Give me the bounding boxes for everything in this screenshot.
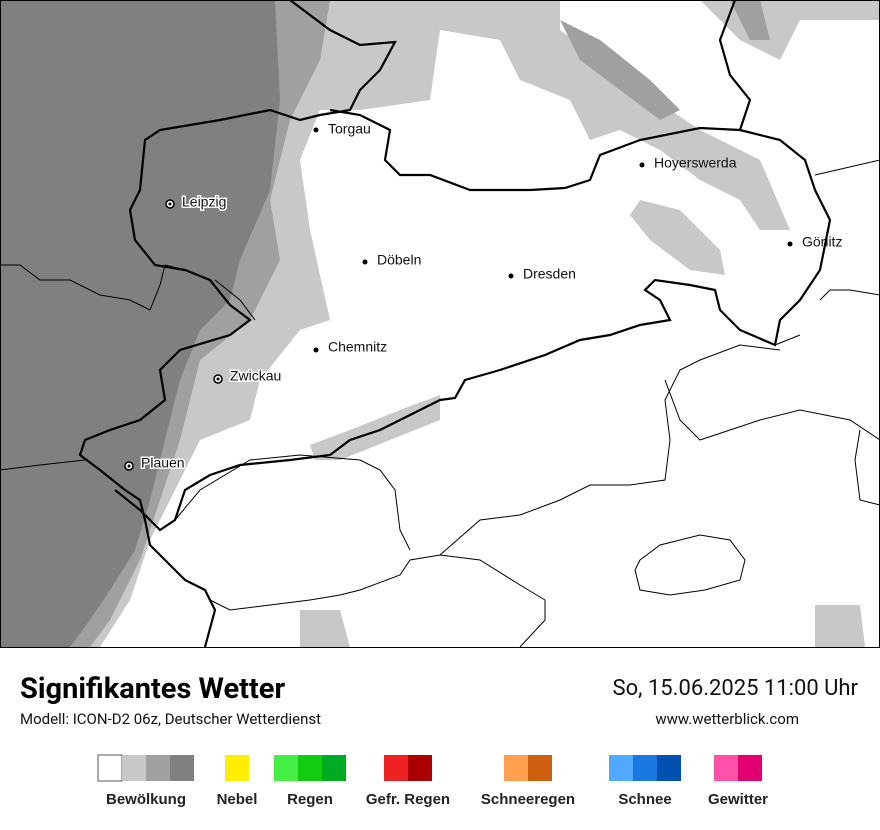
legend-swatch bbox=[738, 755, 762, 781]
cloud-medium bbox=[560, 0, 770, 120]
legend-swatch bbox=[225, 755, 249, 781]
legend-swatch bbox=[298, 755, 322, 781]
legend: Bewölkung Nebel Regen Gefr. Regen Schneerege… bbox=[97, 754, 768, 808]
legend-swatch bbox=[528, 755, 552, 781]
borders bbox=[0, 0, 880, 648]
legend-swatch bbox=[657, 755, 681, 781]
legend-label: Bewölkung bbox=[106, 791, 186, 808]
city-label: Chemnitz bbox=[328, 339, 387, 355]
city-label: Zwickau bbox=[230, 368, 281, 384]
city-dot bbox=[216, 377, 220, 381]
city-dot bbox=[127, 464, 131, 468]
legend-label: Regen bbox=[287, 791, 333, 808]
cloud-light bbox=[630, 200, 725, 275]
cloud-dark bbox=[0, 0, 280, 647]
city-dot bbox=[168, 202, 172, 206]
subtitle: Modell: ICON-D2 06z, Deutscher Wetterdie… bbox=[20, 710, 322, 728]
city-label: Leipzig bbox=[182, 194, 226, 210]
legend-swatch bbox=[146, 755, 170, 781]
cloud-light bbox=[310, 395, 440, 460]
legend-label: Gewitter bbox=[708, 791, 768, 808]
city-dot bbox=[313, 347, 319, 353]
datetime: So, 15.06.2025 11:00 Uhr bbox=[612, 676, 858, 701]
legend-swatch bbox=[609, 755, 633, 781]
legend-swatch bbox=[322, 755, 346, 781]
title: Signifikantes Wetter bbox=[20, 672, 286, 706]
legend-swatch bbox=[97, 754, 123, 782]
legend-label: Schnee bbox=[618, 791, 671, 808]
city-label: Görlitz bbox=[802, 234, 842, 250]
legend-swatch bbox=[408, 755, 432, 781]
legend-swatch bbox=[714, 755, 738, 781]
legend-swatch bbox=[633, 755, 657, 781]
website: www.wetterblick.com bbox=[655, 710, 799, 728]
legend-label: Schneeregen bbox=[481, 791, 575, 808]
city-label: Torgau bbox=[328, 121, 371, 137]
city-dot bbox=[313, 127, 319, 133]
legend-swatch bbox=[504, 755, 528, 781]
city-label: Plauen bbox=[141, 455, 185, 471]
legend-swatch bbox=[122, 755, 146, 781]
map: Torgau Leipzig Döbeln Dresden Hoyerswerd… bbox=[0, 0, 880, 648]
city-dot bbox=[508, 273, 514, 279]
city-dot bbox=[362, 259, 368, 265]
legend-swatch bbox=[274, 755, 298, 781]
city-label: Döbeln bbox=[377, 252, 421, 268]
legend-label: Nebel bbox=[217, 791, 258, 808]
city-label: Dresden bbox=[523, 266, 576, 282]
city-label: Hoyerswerda bbox=[654, 155, 737, 171]
city-dot bbox=[639, 162, 645, 168]
legend-label: Gefr. Regen bbox=[366, 791, 450, 808]
city-dot bbox=[787, 241, 793, 247]
legend-swatch bbox=[170, 755, 194, 781]
legend-swatch bbox=[384, 755, 408, 781]
